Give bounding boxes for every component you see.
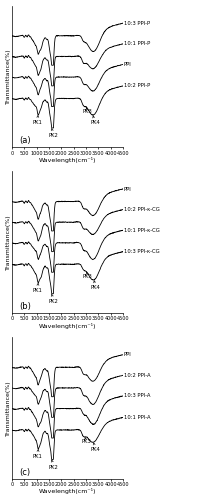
Text: (b): (b)	[19, 302, 31, 311]
Text: 10:2 PPI-P: 10:2 PPI-P	[124, 84, 150, 88]
Y-axis label: Transmittance(%): Transmittance(%)	[6, 48, 11, 104]
Text: PK3: PK3	[83, 272, 93, 278]
Text: PK4: PK4	[90, 116, 100, 126]
Text: 10:1 PPI-P: 10:1 PPI-P	[124, 42, 150, 46]
Text: (c): (c)	[19, 468, 31, 477]
Y-axis label: Transmittance(%): Transmittance(%)	[6, 380, 11, 436]
Text: 10:3 PPI-κ-CG: 10:3 PPI-κ-CG	[124, 249, 159, 254]
Text: PK1: PK1	[33, 450, 42, 459]
Text: 10:3 PPI-P: 10:3 PPI-P	[124, 20, 150, 25]
Text: (a): (a)	[19, 136, 31, 145]
Text: PK3: PK3	[81, 438, 91, 444]
Text: PK1: PK1	[32, 284, 42, 293]
Y-axis label: Transmittance(%): Transmittance(%)	[6, 214, 11, 270]
Text: PK1: PK1	[32, 116, 42, 125]
X-axis label: Wavelength(cm⁻¹): Wavelength(cm⁻¹)	[39, 322, 96, 328]
X-axis label: Wavelength(cm⁻¹): Wavelength(cm⁻¹)	[39, 488, 96, 494]
Text: 10:2 PPI-κ-CG: 10:2 PPI-κ-CG	[124, 207, 159, 212]
Text: 10:2 PPI-A: 10:2 PPI-A	[124, 373, 150, 378]
Text: PK4: PK4	[91, 443, 100, 452]
Text: PK3: PK3	[83, 108, 93, 114]
Text: 10:3 PPI-A: 10:3 PPI-A	[124, 394, 150, 398]
Text: 10:1 PPI-κ-CG: 10:1 PPI-κ-CG	[124, 228, 159, 233]
X-axis label: Wavelength(cm⁻¹): Wavelength(cm⁻¹)	[39, 157, 96, 163]
Text: PPI: PPI	[124, 352, 131, 357]
Text: PPI: PPI	[124, 62, 131, 67]
Text: 10:1 PPI-A: 10:1 PPI-A	[124, 415, 150, 420]
Text: PK2: PK2	[49, 460, 59, 469]
Text: PPI: PPI	[124, 186, 131, 192]
Text: PK4: PK4	[91, 280, 101, 290]
Text: PK2: PK2	[49, 128, 59, 138]
Text: PK2: PK2	[49, 294, 59, 304]
